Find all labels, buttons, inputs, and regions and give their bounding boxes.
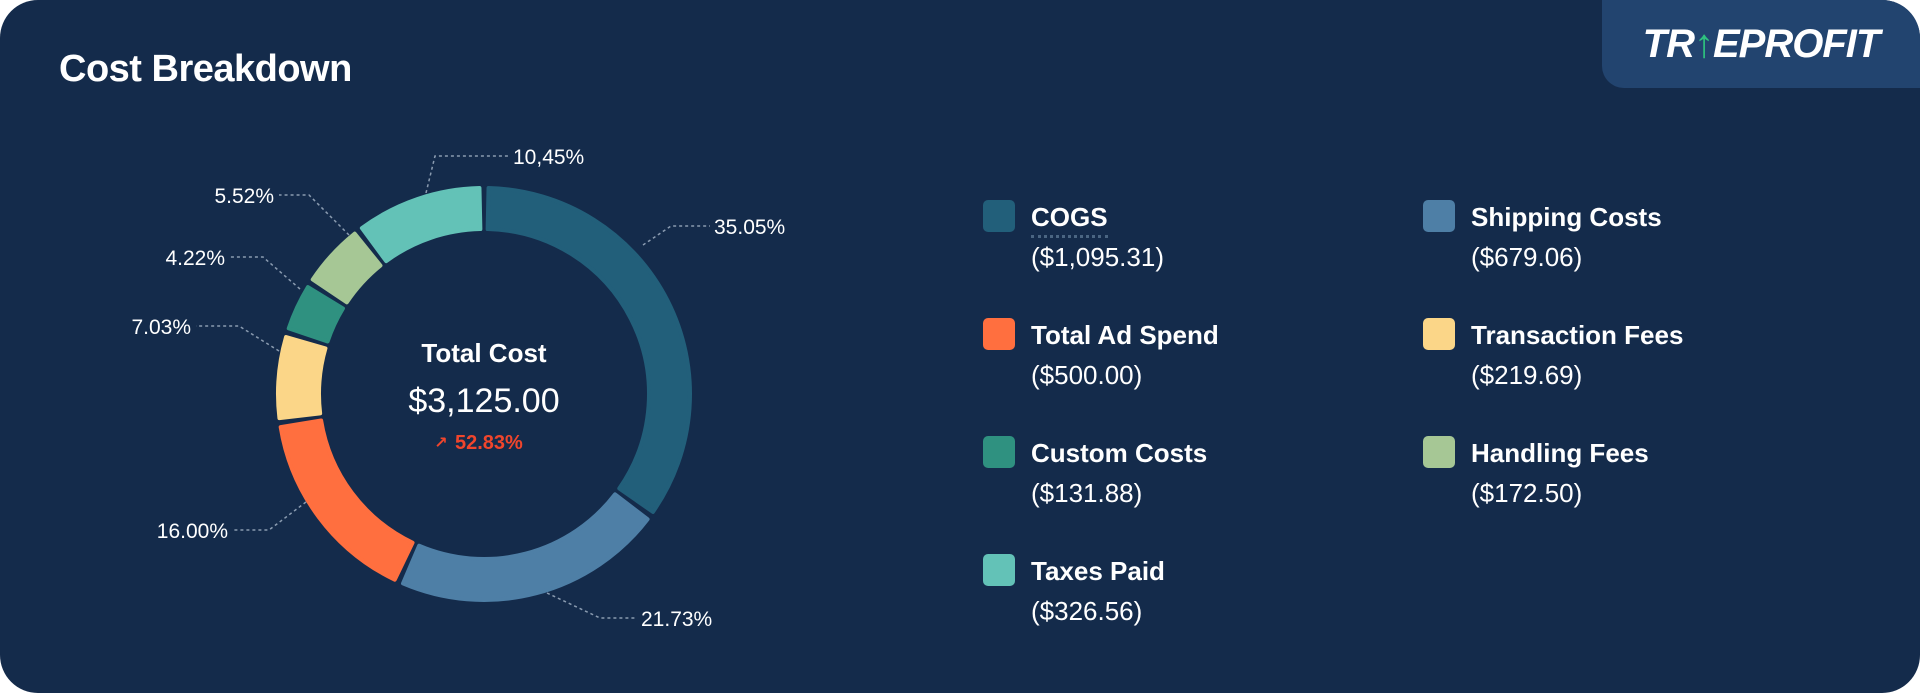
donut-segment-shipping-costs[interactable] <box>401 492 650 602</box>
data-label: 7.03% <box>131 316 191 339</box>
legend-value: ($679.06) <box>1471 242 1583 272</box>
data-label: 10,45% <box>513 146 584 169</box>
data-label: 21.73% <box>641 608 712 631</box>
donut-segment-handling-fees[interactable] <box>310 231 383 305</box>
leader-line <box>425 155 508 194</box>
legend-label: Custom Costs <box>1031 438 1208 468</box>
legend-value: ($326.56) <box>1031 596 1143 626</box>
legend-swatch <box>983 436 1015 468</box>
legend-label: Transaction Fees <box>1471 320 1684 350</box>
legend-value: ($219.69) <box>1471 360 1583 390</box>
legend-value: ($1,095.31) <box>1031 242 1164 272</box>
legend-value: ($500.00) <box>1031 360 1143 390</box>
data-label: 16.00% <box>157 520 228 543</box>
legend-swatch <box>983 554 1015 586</box>
donut-segment-custom-costs[interactable] <box>286 285 345 344</box>
donut-segment-taxes-paid[interactable] <box>359 186 483 264</box>
data-label: 4.22% <box>165 247 225 270</box>
donut-segment-cogs[interactable] <box>485 186 692 514</box>
trueprofit-logo: TR↑EPROFIT <box>1602 0 1920 88</box>
leader-line <box>642 225 710 246</box>
donut-segment-total-ad-spend[interactable] <box>278 418 415 582</box>
legend-swatch <box>1423 318 1455 350</box>
leader-line <box>279 194 350 236</box>
legend-swatch <box>983 318 1015 350</box>
center-total: $3,125.00 <box>408 382 559 420</box>
legend-label: Taxes Paid <box>1031 556 1165 586</box>
center-label: Total Cost <box>421 338 547 368</box>
data-label: 5.52% <box>214 185 274 208</box>
legend-value: ($172.50) <box>1471 478 1583 508</box>
legend-label: Total Ad Spend <box>1031 320 1219 350</box>
arrow-up-right-icon: ↗ <box>434 433 447 452</box>
legend-label: Handling Fees <box>1471 438 1649 468</box>
donut-segment-transaction-fees[interactable] <box>276 335 328 421</box>
center-change: 52.83% <box>455 432 523 454</box>
data-label: 35.05% <box>714 216 785 239</box>
leader-line <box>546 592 637 619</box>
leader-line <box>196 325 280 352</box>
legend-value: ($131.88) <box>1031 478 1143 508</box>
leader-line <box>230 256 301 290</box>
legend-swatch <box>1423 200 1455 232</box>
legend-label[interactable]: COGS <box>1031 202 1108 238</box>
legend-swatch <box>1423 436 1455 468</box>
legend-label: Shipping Costs <box>1471 202 1662 232</box>
page-title: Cost Breakdown <box>59 48 352 90</box>
legend-swatch <box>983 200 1015 232</box>
leader-line <box>233 501 307 531</box>
